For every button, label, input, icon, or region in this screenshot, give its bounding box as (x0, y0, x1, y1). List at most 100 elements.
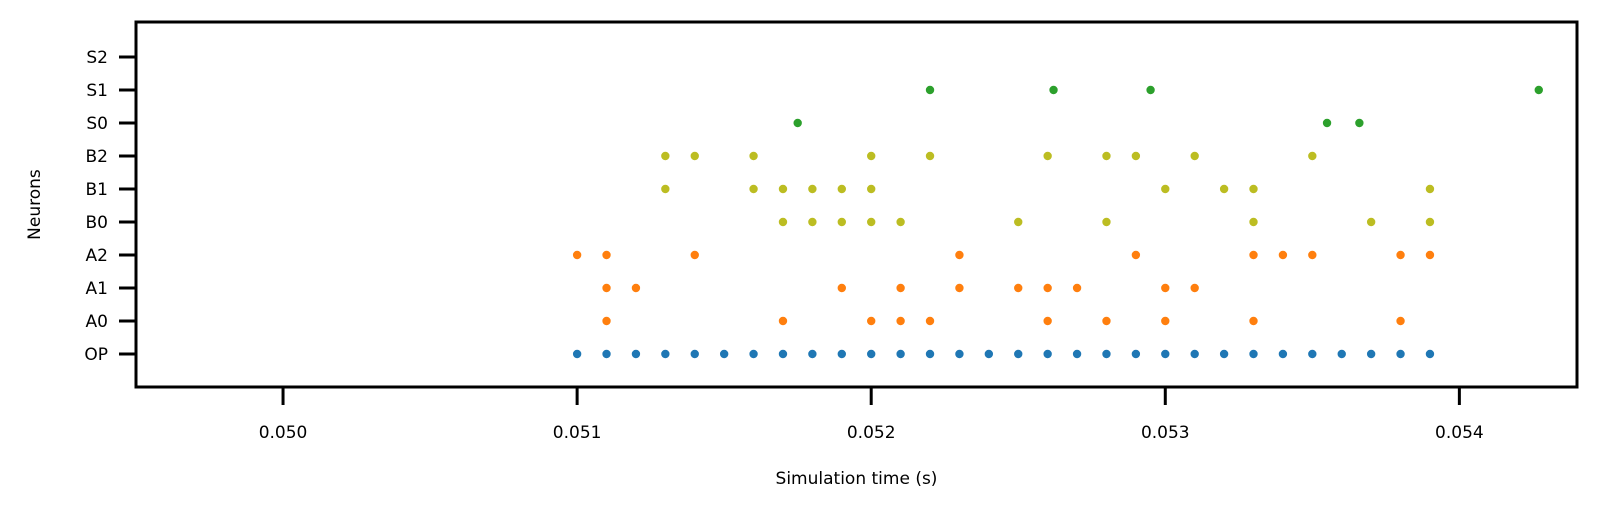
spike-point-a0 (896, 316, 905, 326)
y-tick-label-a1: A1 (86, 279, 108, 299)
spike-point-op (661, 349, 670, 359)
spike-point-s1 (1146, 85, 1155, 95)
spike-point-op (719, 349, 729, 359)
spike-point-a0 (867, 316, 876, 326)
spike-point-op (1014, 349, 1023, 359)
spike-point-op (1366, 349, 1376, 359)
spike-point-a2 (1278, 250, 1288, 260)
spike-point-a1 (837, 283, 846, 293)
spike-point-b0 (1249, 217, 1258, 227)
spike-point-b1 (1249, 184, 1258, 194)
y-tick-label-a0: A0 (86, 312, 108, 332)
spike-point-a1 (1072, 283, 1082, 293)
x-axis-ticks: 0.050 0.051 0.052 0.053 0.054 (259, 387, 1484, 443)
spike-point-b1 (1425, 184, 1435, 194)
spike-point-op (1190, 349, 1199, 359)
spike-point-a0 (925, 316, 935, 326)
spike-point-a2 (602, 250, 611, 260)
spike-point-op (1308, 349, 1317, 359)
y-axis-label: Neurons (25, 169, 45, 240)
spike-point-op (1396, 349, 1405, 359)
plot-frame (134, 20, 1579, 389)
spike-point-op (1131, 349, 1141, 359)
spike-point-a1 (1014, 283, 1023, 293)
spike-point-a2 (1131, 250, 1141, 260)
spike-point-b2 (1043, 151, 1052, 161)
spike-point-op (1425, 349, 1435, 359)
spike-point-a2 (1425, 250, 1435, 260)
spike-point-op (749, 349, 758, 359)
y-tick-label-op: OP (84, 345, 108, 365)
spike-point-a0 (1161, 316, 1170, 326)
spike-point-a1 (896, 283, 905, 293)
spike-point-op (778, 349, 788, 359)
y-axis-ticks: OP A0 A1 A2 B0 B1 B2 S0 S1 S2 (84, 48, 136, 365)
spike-point-s0 (1355, 118, 1364, 128)
spike-point-op (1278, 349, 1288, 359)
spike-point-op (896, 349, 905, 359)
spike-point-a0 (602, 316, 611, 326)
spike-point-a0 (1102, 316, 1111, 326)
spike-point-a2 (572, 250, 582, 260)
spike-point-b0 (867, 217, 876, 227)
spike-point-a2 (955, 250, 964, 260)
spike-point-b0 (1102, 217, 1111, 227)
spike-point-s1 (1049, 85, 1058, 95)
spike-point-op (984, 349, 994, 359)
spike-point-op (1219, 349, 1229, 359)
spike-point-op (837, 349, 846, 359)
y-tick-label-b2: B2 (86, 147, 108, 167)
spike-point-b1 (661, 184, 670, 194)
spike-point-b0 (1425, 217, 1435, 227)
spike-point-a0 (778, 316, 788, 326)
spike-point-op (1043, 349, 1052, 359)
spike-point-a2 (1308, 250, 1317, 260)
spike-point-op (1161, 349, 1170, 359)
spike-point-s0 (793, 118, 802, 128)
spike-point-a1 (955, 283, 964, 293)
spike-point-s1 (1534, 85, 1543, 95)
spike-point-a2 (690, 250, 699, 260)
spike-point-b2 (661, 151, 670, 161)
x-tick-label: 0.052 (847, 423, 896, 443)
spike-point-b0 (778, 217, 788, 227)
spike-point-b0 (808, 217, 817, 227)
spike-point-b2 (1308, 151, 1317, 161)
x-tick-label: 0.050 (259, 423, 308, 443)
spike-point-b0 (837, 217, 846, 227)
spike-point-op (1249, 349, 1258, 359)
spike-point-b2 (867, 151, 876, 161)
spike-point-a2 (1396, 250, 1405, 260)
spike-point-op (631, 349, 641, 359)
x-axis-label: Simulation time (s) (776, 469, 938, 489)
spike-point-b1 (808, 184, 817, 194)
y-tick-label-b1: B1 (86, 180, 108, 200)
y-tick-label-s1: S1 (86, 81, 108, 101)
spike-point-op (955, 349, 964, 359)
spike-point-a2 (1249, 250, 1258, 260)
spike-point-b1 (1161, 184, 1170, 194)
y-tick-label-s2: S2 (86, 48, 108, 68)
spike-point-b0 (1014, 217, 1023, 227)
spike-point-op (867, 349, 876, 359)
spike-point-a1 (1190, 283, 1199, 293)
spike-point-op (1072, 349, 1082, 359)
spike-point-op (1102, 349, 1111, 359)
y-tick-label-b0: B0 (86, 213, 108, 233)
spike-point-b2 (1131, 151, 1141, 161)
spike-point-b2 (1190, 151, 1199, 161)
spike-point-op (1337, 349, 1346, 359)
spike-point-b2 (690, 151, 699, 161)
spike-point-b2 (925, 151, 935, 161)
spike-point-a0 (1396, 316, 1405, 326)
spike-point-op (690, 349, 699, 359)
spike-point-a0 (1043, 316, 1052, 326)
spike-point-op (925, 349, 935, 359)
spike-point-op (572, 349, 582, 359)
y-tick-label-a2: A2 (86, 246, 108, 266)
x-tick-label: 0.053 (1141, 423, 1190, 443)
x-tick-label: 0.051 (553, 423, 602, 443)
spike-point-b0 (1366, 217, 1376, 227)
spike-point-a1 (1043, 283, 1052, 293)
spike-point-a1 (602, 283, 611, 293)
